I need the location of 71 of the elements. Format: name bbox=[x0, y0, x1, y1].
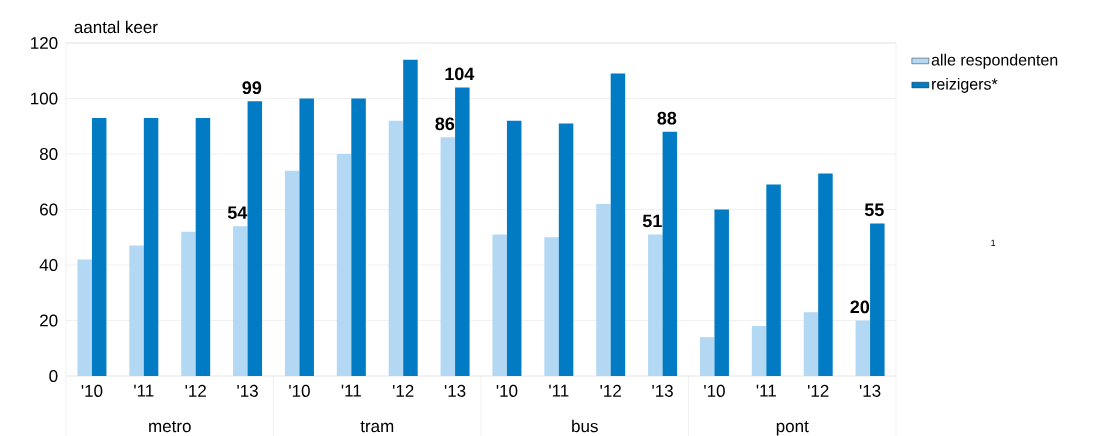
data-label: 51 bbox=[642, 214, 662, 228]
y-tick-label: 100 bbox=[31, 92, 58, 105]
bar bbox=[648, 234, 663, 376]
legend-label: reizigers* bbox=[932, 77, 998, 93]
bar bbox=[233, 226, 248, 376]
bar bbox=[299, 98, 314, 376]
bar bbox=[181, 231, 196, 376]
data-label: 55 bbox=[864, 203, 884, 217]
bar bbox=[818, 173, 833, 376]
x-tick-label: '11 bbox=[549, 384, 569, 397]
bar bbox=[247, 101, 263, 376]
x-tick-label: '12 bbox=[185, 384, 206, 397]
y-tick-label: 60 bbox=[40, 203, 58, 216]
bar bbox=[596, 203, 611, 376]
x-tick-label: '12 bbox=[392, 384, 414, 397]
bar bbox=[558, 123, 574, 376]
bar bbox=[662, 131, 678, 376]
bar bbox=[855, 320, 871, 376]
x-tick-label: '11 bbox=[341, 384, 361, 397]
text: 1 bbox=[991, 239, 996, 246]
y-tick-label: 120 bbox=[31, 36, 58, 50]
text: bus bbox=[572, 419, 598, 433]
text: pont bbox=[776, 421, 809, 436]
x-tick-label: '13 bbox=[652, 384, 673, 397]
bar bbox=[870, 223, 885, 376]
x-tick-label: '10 bbox=[289, 384, 310, 397]
bar bbox=[351, 98, 366, 376]
x-tick-label: '12 bbox=[600, 384, 621, 397]
x-tick-label: '10 bbox=[704, 384, 725, 397]
x-tick-label: '11 bbox=[134, 384, 154, 397]
y-tick-label: 20 bbox=[40, 314, 58, 327]
bar bbox=[403, 59, 418, 376]
x-tick-label: '11 bbox=[756, 384, 776, 397]
bar bbox=[91, 117, 107, 376]
data-label: 86 bbox=[435, 117, 455, 131]
x-tick-label: '12 bbox=[807, 384, 829, 397]
bar bbox=[440, 137, 456, 376]
data-label: 104 bbox=[445, 67, 475, 81]
bar bbox=[336, 154, 352, 376]
bar bbox=[455, 87, 470, 376]
data-label: 99 bbox=[242, 81, 262, 95]
bar bbox=[388, 120, 404, 376]
x-tick-label: '13 bbox=[859, 384, 881, 397]
x-tick-label: '10 bbox=[81, 384, 103, 397]
bar bbox=[544, 237, 559, 376]
bar bbox=[766, 184, 781, 376]
data-label: 20 bbox=[850, 300, 870, 314]
bar bbox=[751, 326, 767, 376]
y-tick-label: 40 bbox=[39, 258, 58, 272]
x-tick-label: '13 bbox=[444, 384, 466, 397]
bar bbox=[610, 73, 626, 376]
y-tick-label: 80 bbox=[39, 147, 58, 161]
data-label: 88 bbox=[657, 111, 677, 125]
data-label: 54 bbox=[227, 206, 248, 219]
text: tram bbox=[360, 421, 394, 433]
legend-label: alle respondenten bbox=[931, 53, 1058, 69]
bar bbox=[699, 337, 715, 376]
bar bbox=[284, 170, 300, 376]
bar bbox=[506, 120, 522, 376]
x-tick-label: '13 bbox=[237, 384, 258, 397]
bar bbox=[714, 209, 729, 376]
x-tick-label: '10 bbox=[496, 384, 518, 397]
bar bbox=[129, 245, 144, 376]
bar bbox=[492, 234, 507, 376]
bar bbox=[143, 117, 159, 376]
y-axis-title: aantal keer bbox=[74, 20, 158, 34]
text: metro bbox=[149, 421, 191, 433]
bar bbox=[195, 117, 211, 376]
bar bbox=[803, 312, 819, 376]
y-tick-label: 0 bbox=[49, 369, 58, 383]
bar bbox=[77, 259, 92, 376]
